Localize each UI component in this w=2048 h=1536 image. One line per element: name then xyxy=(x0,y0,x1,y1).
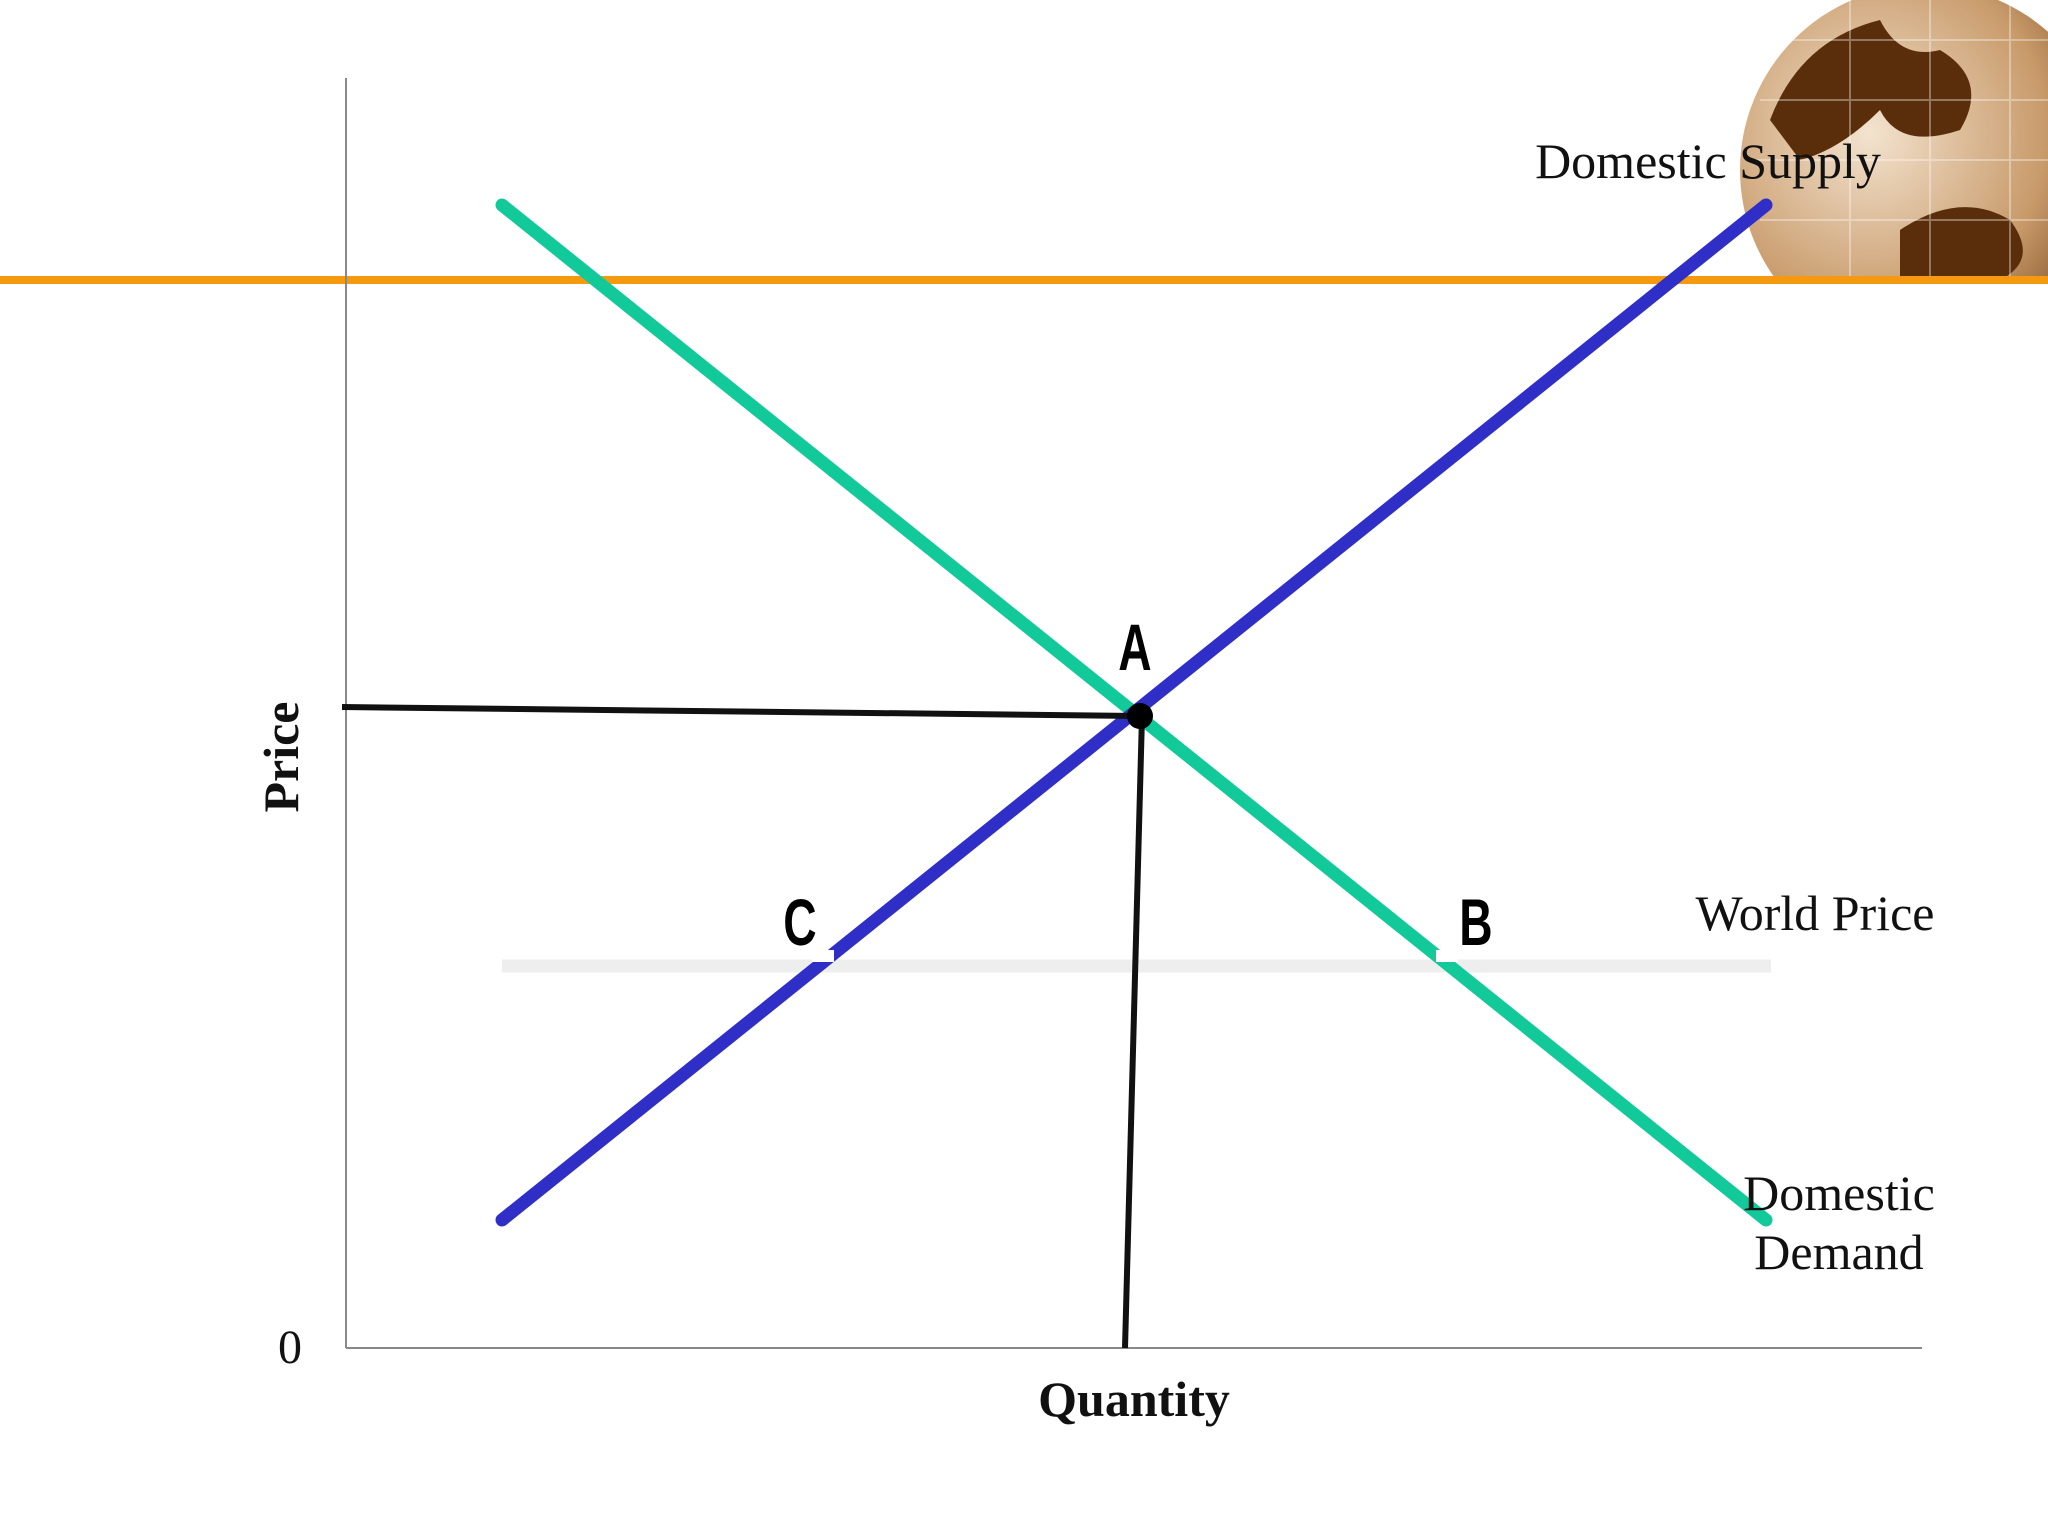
globe-icon xyxy=(1740,0,2048,278)
demand-label: Demand xyxy=(1754,1224,1923,1280)
point-label: B xyxy=(1459,886,1492,960)
gap xyxy=(1436,950,1458,962)
equilibrium-point xyxy=(1127,703,1153,729)
y-axis-label: Price xyxy=(253,701,309,812)
quantity-guide xyxy=(1122,715,1145,1349)
point-label: A xyxy=(1118,611,1151,685)
world-price-label: World Price xyxy=(1696,885,1935,941)
supply-label: Domestic Supply xyxy=(1535,133,1881,189)
x-axis-label: Quantity xyxy=(1038,1371,1230,1427)
demand-label: Domestic xyxy=(1743,1165,1935,1221)
point-label: C xyxy=(783,886,816,960)
price-guide xyxy=(341,704,1139,719)
gap xyxy=(812,950,834,962)
origin-label: 0 xyxy=(278,1321,302,1374)
